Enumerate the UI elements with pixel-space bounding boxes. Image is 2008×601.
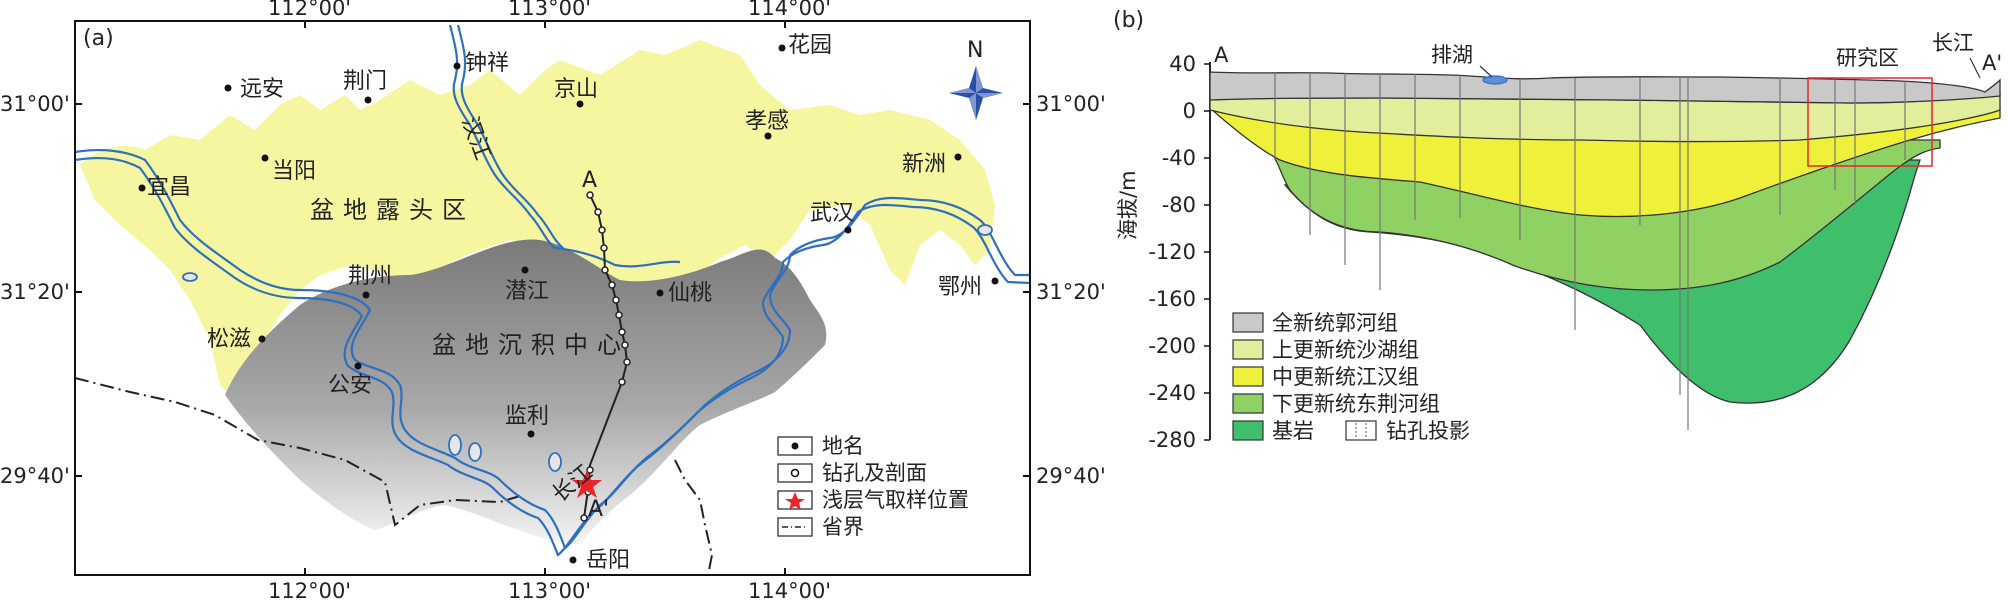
section-a-prime-label: A' <box>1982 51 2002 75</box>
place-jingshan: 京山 <box>554 77 598 102</box>
place-xinzhou: 新洲 <box>902 152 946 177</box>
legend-swatch-borehole <box>1345 420 1377 441</box>
north-arrow: N <box>949 38 1003 120</box>
legend-jianghan: 中更新统江汉组 <box>1272 365 1419 389</box>
legend-shahu: 上更新统沙湖组 <box>1272 338 1419 362</box>
legend-swatch-jianghan <box>1232 366 1264 387</box>
place-jingmen: 荆门 <box>343 69 387 94</box>
y-ticks: 40 0 -40 -80 -120 -160 -200 -240 -280 <box>1148 52 1210 452</box>
river-system <box>74 24 1031 557</box>
lake-label: 排湖 <box>1431 43 1473 67</box>
borehole-projections <box>1274 72 1906 430</box>
top-coord-2: 113°00' <box>508 0 591 20</box>
right-coord-3: 29°40' <box>1036 464 1106 488</box>
section-legend: 全新统郭河组 上更新统沙湖组 中更新统江汉组 下更新统东荆河组 基岩 钻孔投影 <box>1232 311 1470 443</box>
han-river <box>448 24 556 249</box>
section-label-a-prime: A' <box>588 497 609 522</box>
panel-a-label: (a) <box>83 26 114 51</box>
y-tick-40: 40 <box>1169 52 1196 76</box>
place-yichang: 宜昌 <box>147 175 191 200</box>
y-tick-m80: -80 <box>1162 193 1196 217</box>
map-panel: 远安 荆门 钟祥 京山 花园 孝感 新洲 当阳 宜昌 武汉 荆州 潜江 仙桃 鄂… <box>0 0 1106 601</box>
legend-bedrock: 基岩 <box>1272 419 1314 443</box>
legend-guohe: 全新统郭河组 <box>1272 311 1398 335</box>
y-tick-m40: -40 <box>1162 146 1196 170</box>
top-coord-3: 114°00' <box>748 0 831 20</box>
place-yuanan: 远安 <box>240 77 284 102</box>
layer-guohe <box>1209 71 2001 104</box>
y-tick-m200: -200 <box>1148 334 1196 358</box>
boreholes <box>580 191 631 522</box>
legend-swatch-bedrock <box>1232 420 1264 441</box>
map-frame <box>74 20 1031 576</box>
sample-star-icon <box>572 470 602 498</box>
place-gongan: 公安 <box>328 373 372 398</box>
left-coord-3: 29°40' <box>0 464 70 488</box>
place-xiantao: 仙桃 <box>668 281 712 306</box>
province-border-east <box>674 459 714 576</box>
legend-swatch-shahu <box>1232 339 1264 360</box>
legend-label-border: 省界 <box>822 515 864 539</box>
y-tick-m120: -120 <box>1148 240 1196 264</box>
legend-dongjinghe: 下更新统东荆河组 <box>1272 392 1440 416</box>
han-river-bank <box>456 24 564 249</box>
bottom-coord-3: 114°00' <box>748 579 831 601</box>
place-yueyang: 岳阳 <box>586 548 630 573</box>
map-ticks <box>75 21 1030 575</box>
place-qianjiang: 潜江 <box>505 279 549 304</box>
legend-label-borehole: 钻孔及剖面 <box>822 461 927 485</box>
bottom-coord-2: 113°00' <box>508 579 591 601</box>
top-coord-1: 112°00' <box>268 0 351 20</box>
legend-label-place: 地名 <box>822 434 864 458</box>
outcrop-area <box>80 40 995 395</box>
legend-place-dot-icon <box>791 442 799 450</box>
study-area-label: 研究区 <box>1836 46 1899 70</box>
bottom-coord-1: 112°00' <box>268 579 351 601</box>
place-labels: 远安 荆门 钟祥 京山 花园 孝感 新洲 当阳 宜昌 武汉 荆州 潜江 仙桃 鄂… <box>147 33 982 573</box>
place-ezhou: 鄂州 <box>938 275 982 300</box>
y-tick-m240: -240 <box>1148 381 1196 405</box>
section-a-label: A <box>1214 43 1229 67</box>
place-huayuan: 花园 <box>788 33 832 58</box>
lake-paihu <box>1482 75 1508 85</box>
yangtze-river-bank <box>74 156 1031 557</box>
left-coord-2: 31°20' <box>0 280 70 304</box>
right-coord-1: 31°00' <box>1036 92 1106 116</box>
legend-borehole: 钻孔投影 <box>1386 419 1470 443</box>
map-legend: 地名 钻孔及剖面 浅层气取样位置 省界 <box>777 434 969 539</box>
legend-star-icon <box>785 492 805 510</box>
legend-borehole-icon <box>790 468 800 478</box>
legend-swatch-guohe <box>1232 312 1264 333</box>
han-river-lower <box>554 246 681 268</box>
place-dangyang: 当阳 <box>272 159 316 184</box>
north-label: N <box>967 38 983 63</box>
study-area-box <box>1807 77 1933 167</box>
y-tick-m280: -280 <box>1148 428 1196 452</box>
place-xiaogan: 孝感 <box>745 109 789 134</box>
right-coord-2: 31°20' <box>1036 280 1106 304</box>
place-dots <box>138 44 999 564</box>
place-wuhan: 武汉 <box>810 201 854 226</box>
place-jingzhou: 荆州 <box>348 264 392 289</box>
y-axis-label: 海拔/m <box>1116 170 1140 240</box>
river-label: 长江 <box>1932 31 1974 55</box>
left-coord-1: 31°00' <box>0 92 70 116</box>
legend-swatch-dongjinghe <box>1232 393 1264 414</box>
y-tick-m160: -160 <box>1148 287 1196 311</box>
lakes <box>182 224 993 472</box>
panel-b-label: (b) <box>1113 8 1144 33</box>
center-label: 盆地沉积中心 <box>432 331 630 359</box>
outcrop-label: 盆地露头区 <box>310 196 475 224</box>
place-zhongxiang: 钟祥 <box>465 51 509 76</box>
legend-label-sample: 浅层气取样位置 <box>822 488 969 512</box>
section-panel: (b) 海拔/m 40 0 -40 -80 -120 -160 -200 -24… <box>1113 8 2002 452</box>
place-jianli: 监利 <box>505 404 549 429</box>
section-label-a: A <box>582 168 597 193</box>
sedimentary-center-area <box>225 239 827 546</box>
y-tick-0: 0 <box>1183 99 1196 123</box>
place-songzi: 松滋 <box>207 327 251 352</box>
